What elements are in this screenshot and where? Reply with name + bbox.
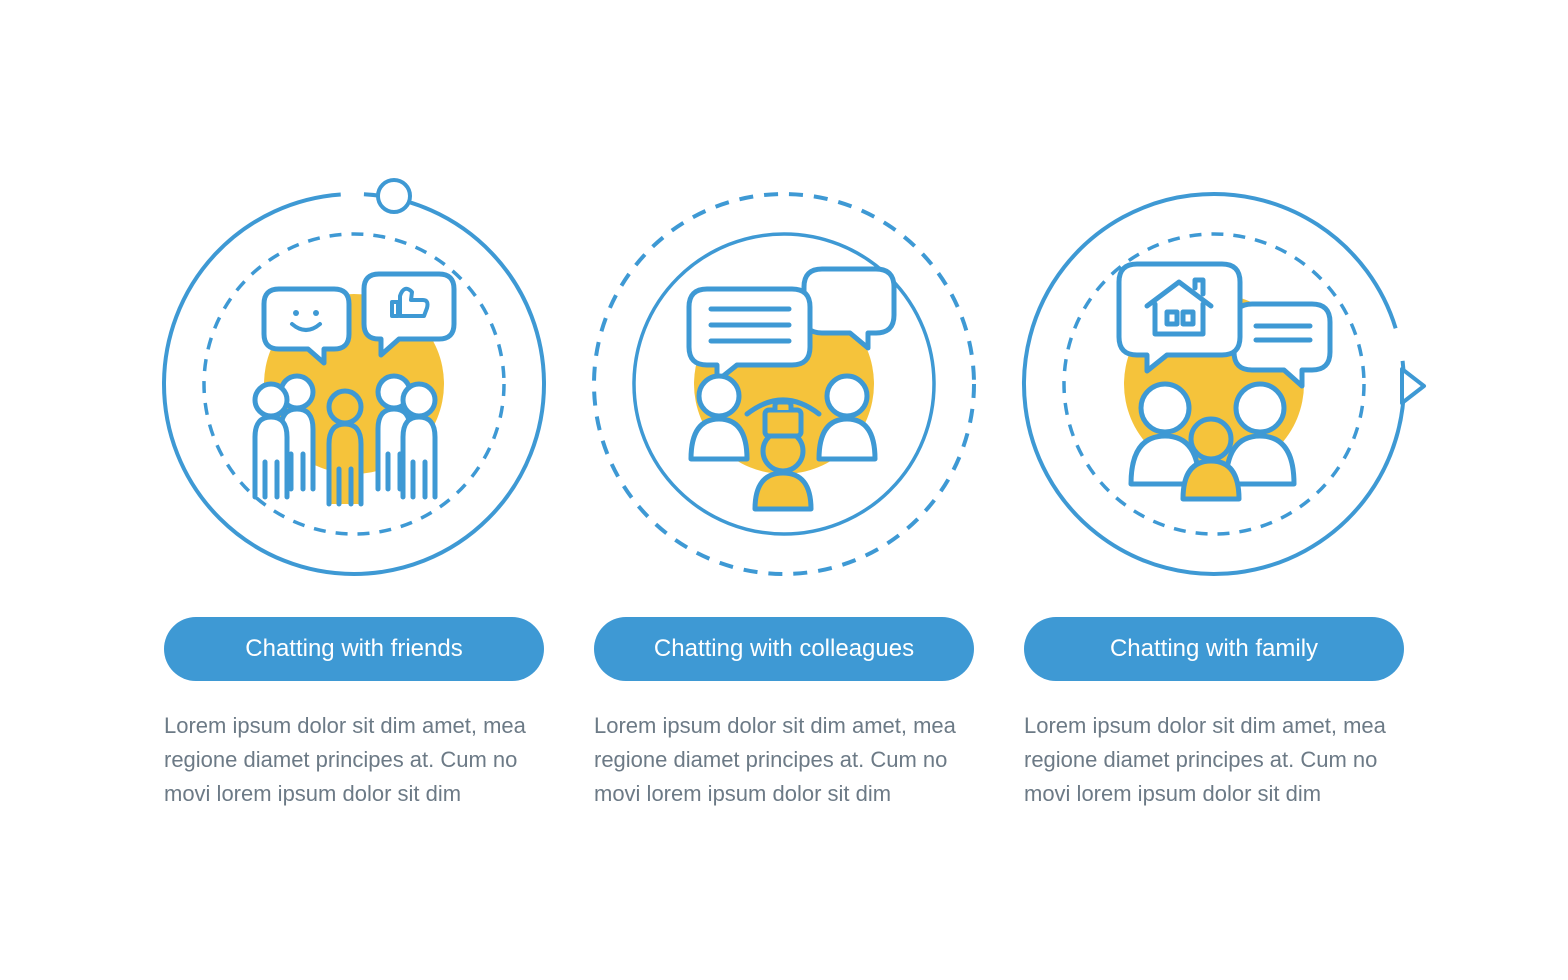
- circle-colleagues: [594, 169, 974, 599]
- pill-friends: Chatting with friends: [164, 617, 544, 681]
- step-colleagues: Chatting with colleagues Lorem ipsum dol…: [594, 169, 974, 811]
- desc-colleagues: Lorem ipsum dolor sit dim amet, mea regi…: [594, 709, 974, 811]
- end-arrow-icon: [1402, 369, 1424, 403]
- desc-family: Lorem ipsum dolor sit dim amet, mea regi…: [1024, 709, 1404, 811]
- step-friends: Chatting with friends Lorem ipsum dolor …: [164, 169, 544, 811]
- circle-friends: [164, 169, 544, 599]
- start-dot-icon: [378, 180, 410, 212]
- step-family: Chatting with family Lorem ipsum dolor s…: [1024, 169, 1404, 811]
- pill-colleagues: Chatting with colleagues: [594, 617, 974, 681]
- circle-family: [1024, 169, 1404, 599]
- pill-family: Chatting with family: [1024, 617, 1404, 681]
- desc-friends: Lorem ipsum dolor sit dim amet, mea regi…: [164, 709, 544, 811]
- infographic-row: Chatting with friends Lorem ipsum dolor …: [84, 129, 1484, 851]
